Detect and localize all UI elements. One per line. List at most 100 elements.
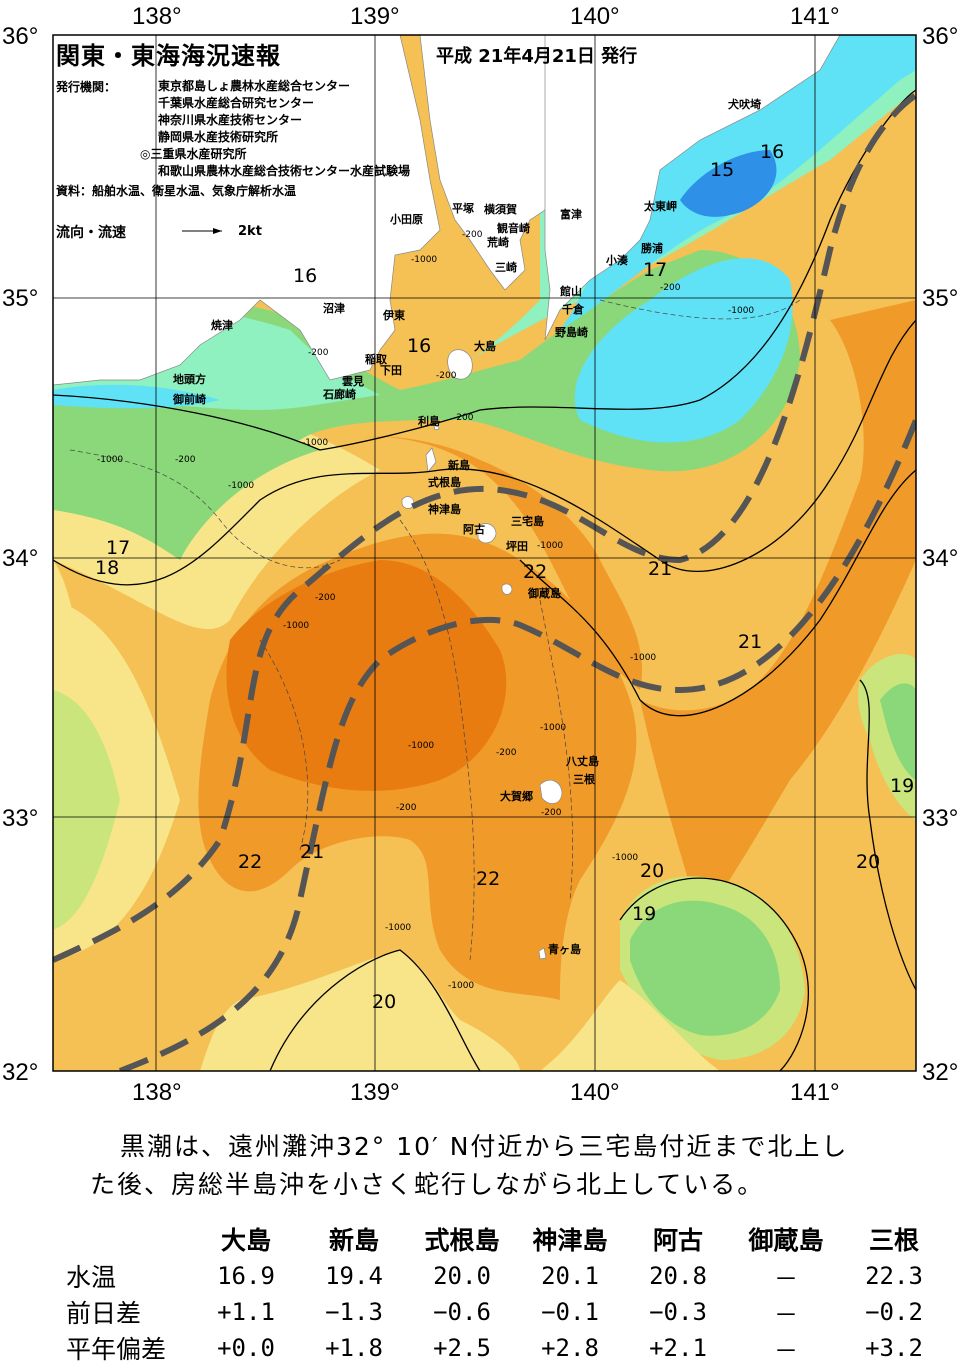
issuer: 和歌山県農林水産総合技術センター水産試験場 <box>158 164 411 178</box>
depth-label: -1000 <box>228 481 254 491</box>
lon-label-top: 138° <box>132 3 182 30</box>
place-label: 富津 <box>560 207 582 221</box>
summary-text: 黒潮は、遠州灘沖32° 10′ N付近から三宅島付近まで北上し た後、房総半島沖… <box>90 1128 890 1204</box>
issue-date: 平成 21年4月21日 発行 <box>436 46 638 67</box>
place-label: 地頭方 <box>173 372 206 386</box>
lat-label-right: 32° <box>922 1059 958 1086</box>
depth-label: -200 <box>396 803 417 813</box>
depth-label: -1000 <box>540 723 566 733</box>
place-label: 阿古 <box>463 522 485 536</box>
issuer: ◎三重県水産研究所 <box>140 147 247 161</box>
table-cell: +2.5 <box>433 1334 491 1362</box>
isotherm-labels: 15 16 16 16 17 17 18 21 21 22 22 21 22 1… <box>95 141 914 1013</box>
depth-label: -200 <box>660 283 681 293</box>
place-label: 御蔵島 <box>527 586 561 600</box>
table-cell: 20.0 <box>433 1262 491 1290</box>
table-cell: +1.1 <box>217 1298 275 1326</box>
depth-label: -200 <box>496 748 517 758</box>
place-label: 三根 <box>573 772 596 786</box>
depth-label: -200 <box>462 230 483 240</box>
isotherm-label: 16 <box>407 335 431 357</box>
lon-label-top: 140° <box>570 3 620 30</box>
map-title: 関東・東海海況速報 <box>56 42 281 70</box>
place-label: 伊東 <box>382 308 406 322</box>
lat-label-left: 35° <box>2 285 38 312</box>
issuers-label: 発行機関： <box>56 80 117 94</box>
table-cell: +0.0 <box>217 1334 275 1362</box>
lat-label-right: 35° <box>922 285 958 312</box>
flow-scale-arrow <box>182 228 222 234</box>
table-row: 前日差 +1.1 −1.3 −0.6 −0.1 −0.3 － −0.2 <box>60 1294 948 1330</box>
place-label: 三崎 <box>495 260 517 274</box>
place-label: 青ヶ島 <box>548 942 581 956</box>
issuers-list: 東京都島しょ農林水産総合センター 千葉県水産総合研究センター 神奈川県水産技術セ… <box>140 78 411 180</box>
place-label: 横須賀 <box>484 202 517 216</box>
depth-label: -1000 <box>630 653 656 663</box>
isotherm-label: 17 <box>106 537 130 559</box>
place-label: 御前崎 <box>172 392 206 406</box>
isotherms <box>53 89 916 1071</box>
lon-label-bottom: 140° <box>570 1079 620 1100</box>
table-cell: 16.9 <box>217 1262 275 1290</box>
column-header: 大島 <box>220 1226 271 1255</box>
place-label: 新島 <box>448 458 470 472</box>
lat-label-left: 34° <box>2 545 38 572</box>
depth-label: -1000 <box>385 923 411 933</box>
table-row: 水温 16.9 19.4 20.0 20.1 20.8 － 22.3 <box>60 1258 948 1294</box>
place-label: 神津島 <box>428 502 461 516</box>
depth-labels: -1000 -200 -1000 -200 -200 -1000 -200 -2… <box>97 230 754 991</box>
issuer: 千葉県水産総合研究センター <box>158 96 315 110</box>
table-row: 平年偏差 +0.0 +1.8 +2.5 +2.8 +2.1 － +3.2 <box>60 1330 948 1366</box>
column-header: 式根島 <box>424 1226 500 1255</box>
row-label: 前日差 <box>66 1299 142 1328</box>
table-cell: +3.2 <box>865 1334 923 1362</box>
sea-temperature-map: 138° 139° 140° 141° 138° 139° 140° 141° … <box>2 3 958 1100</box>
isotherm-label: 16 <box>760 141 784 163</box>
place-label: 三宅島 <box>511 514 544 528</box>
table-cell: +2.8 <box>541 1334 599 1362</box>
table-corner <box>60 1220 192 1258</box>
table-cell: 20.1 <box>541 1262 599 1290</box>
table-cell: −1.3 <box>325 1298 383 1326</box>
lat-label-right: 36° <box>922 23 958 50</box>
place-label: 大島 <box>474 339 496 353</box>
lat-label-right: 33° <box>922 805 958 832</box>
table-cell: － <box>774 1300 798 1329</box>
axis-labels: 138° 139° 140° 141° 138° 139° 140° 141° … <box>2 3 958 1100</box>
flow-scale-label: 2kt <box>238 224 262 239</box>
issuer: 静岡県水産技術研究所 <box>158 130 279 144</box>
place-label: 式根島 <box>428 475 461 489</box>
place-label: 八丈島 <box>565 754 599 768</box>
isotherm-label: 20 <box>640 860 664 882</box>
observation-table: 大島 新島 式根島 神津島 阿古 御蔵島 三根 水温 16.9 19.4 20.… <box>60 1220 948 1366</box>
table-cell: −0.1 <box>541 1298 599 1326</box>
land <box>53 35 841 960</box>
data-source: 資料：船舶水温、衛星水温、気象庁解析水温 <box>56 184 297 198</box>
isotherm-label: 20 <box>856 851 880 873</box>
isotherm-label: 17 <box>643 259 667 281</box>
table-cell: 19.4 <box>325 1262 383 1290</box>
table-cell: +1.8 <box>325 1334 383 1362</box>
depth-label: -200 <box>308 348 329 358</box>
isotherm-label: 21 <box>738 631 762 653</box>
column-header: 御蔵島 <box>748 1226 824 1255</box>
place-label: 観音崎 <box>497 221 530 235</box>
place-label: 野島崎 <box>555 325 588 339</box>
isotherm-label: 21 <box>300 841 324 863</box>
isotherm-label: 20 <box>372 991 396 1013</box>
lon-label-bottom: 141° <box>790 1079 840 1100</box>
place-label: 小湊 <box>605 253 628 267</box>
place-label: 勝浦 <box>641 241 663 255</box>
depth-label: -200 <box>436 371 457 381</box>
summary-line: た後、房総半島沖を小さく蛇行しながら北上している。 <box>90 1170 765 1199</box>
grid <box>53 35 916 1071</box>
column-header: 新島 <box>328 1226 379 1255</box>
place-label: 沼津 <box>323 301 345 315</box>
table-cell: － <box>774 1336 798 1365</box>
depth-label: -1000 <box>97 455 123 465</box>
lat-label-left: 33° <box>2 805 38 832</box>
isotherm-label: 15 <box>710 159 734 181</box>
place-labels: 犬吠埼 太東岬 勝浦 小湊 富津 横須賀 平塚 小田原 観音崎 荒崎 三崎 館山… <box>172 97 761 956</box>
lon-label-bottom: 138° <box>132 1079 182 1100</box>
lon-label-top: 139° <box>350 3 400 30</box>
